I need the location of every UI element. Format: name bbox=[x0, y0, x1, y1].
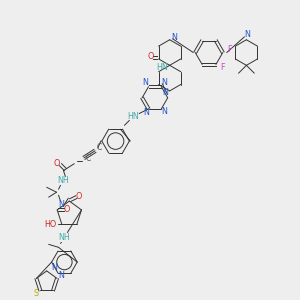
Text: N: N bbox=[172, 33, 178, 42]
Text: C: C bbox=[96, 143, 101, 152]
Text: N: N bbox=[244, 30, 250, 39]
Text: HN: HN bbox=[156, 63, 168, 72]
Text: HO: HO bbox=[44, 220, 56, 229]
Text: N: N bbox=[162, 88, 168, 98]
Text: C: C bbox=[85, 154, 91, 163]
Text: S: S bbox=[34, 289, 39, 298]
Text: N: N bbox=[58, 200, 64, 208]
Text: NH: NH bbox=[58, 176, 69, 185]
Text: N: N bbox=[161, 107, 167, 116]
Text: N: N bbox=[58, 271, 64, 280]
Text: HN: HN bbox=[128, 112, 139, 121]
Text: O: O bbox=[148, 52, 154, 62]
Text: N: N bbox=[142, 78, 148, 87]
Text: N: N bbox=[144, 108, 149, 117]
Text: N: N bbox=[52, 263, 58, 272]
Text: O: O bbox=[64, 206, 70, 214]
Text: NH: NH bbox=[58, 233, 70, 242]
Text: F: F bbox=[227, 45, 232, 54]
Text: O: O bbox=[53, 159, 60, 168]
Text: F: F bbox=[220, 63, 225, 72]
Text: N: N bbox=[161, 78, 167, 87]
Text: O: O bbox=[76, 192, 83, 201]
